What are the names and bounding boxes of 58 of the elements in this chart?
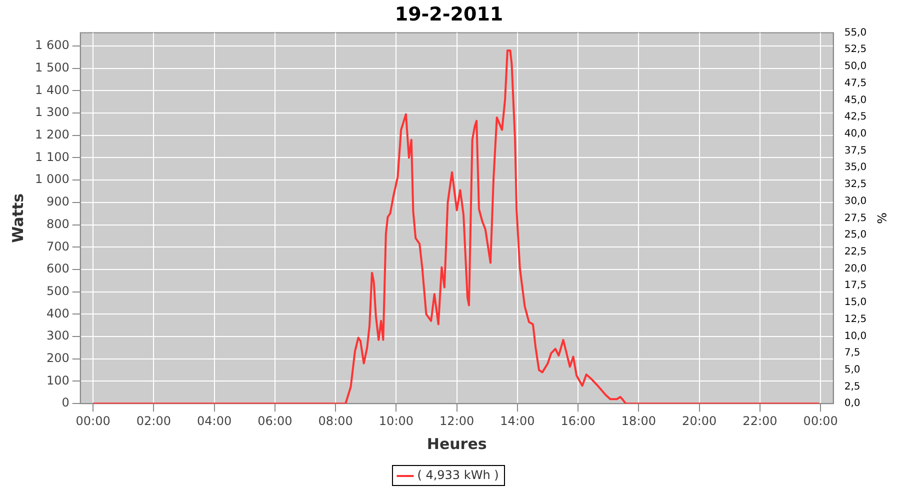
y2-tick-label: 5,0 <box>844 364 860 376</box>
chart-title: 19-2-2011 <box>394 3 504 26</box>
y-tick-label: 1 200 <box>34 128 70 142</box>
y2-tick-label: 40,0 <box>844 128 867 140</box>
y-tick-label: 800 <box>46 216 70 231</box>
y-axis-title: Watts <box>8 193 27 243</box>
y2-tick-label: 2,5 <box>844 381 860 392</box>
y2-tick-label: 7,5 <box>844 348 860 359</box>
y-tick-label: 200 <box>46 351 70 366</box>
y2-axis-title: % <box>874 212 889 224</box>
y-tick-label: 300 <box>46 328 70 343</box>
y2-tick-label: 35,0 <box>844 162 867 174</box>
y2-tick-label: 22,5 <box>844 246 867 258</box>
y2-tick-label: 20,0 <box>844 263 867 274</box>
y2-tick-label: 10,0 <box>844 330 867 342</box>
y-tick-label: 500 <box>46 284 70 298</box>
y-tick-label: 600 <box>46 262 70 276</box>
y2-tick-label: 45,0 <box>844 94 867 106</box>
y-tick-label: 1 000 <box>34 172 70 186</box>
y-tick-label: 900 <box>46 194 70 209</box>
y-tick-label: 400 <box>46 306 70 320</box>
x-tick-label: 04:00 <box>197 414 232 428</box>
y2-tick-label: 30,0 <box>844 196 867 207</box>
x-axis-title: Heures <box>426 434 487 453</box>
y2-tick-label: 42,5 <box>844 112 867 123</box>
x-tick-label: 20:00 <box>682 414 717 428</box>
x-tick-label: 00:00 <box>803 414 838 428</box>
y2-tick-label: 17,5 <box>844 280 867 292</box>
y2-tick-label: 25,0 <box>844 230 867 241</box>
y-tick-label: 0 <box>62 396 70 410</box>
y-tick-label: 1 500 <box>34 60 70 74</box>
y2-tick-label: 47,5 <box>844 78 867 89</box>
x-tick-label: 10:00 <box>378 414 414 428</box>
x-tick-label: 12:00 <box>440 414 474 428</box>
x-tick-label: 08:00 <box>318 414 353 428</box>
x-tick-label: 18:00 <box>621 414 656 428</box>
x-tick-label: 14:00 <box>500 414 535 428</box>
y-tick-label: 1 100 <box>34 150 70 164</box>
y2-tick-label: 27,5 <box>844 212 867 224</box>
y2-tick-label: 50,0 <box>844 61 867 72</box>
y-tick-label: 1 600 <box>34 38 70 52</box>
x-tick-label: 02:00 <box>136 414 172 428</box>
x-tick-label: 16:00 <box>560 414 596 428</box>
y-tick-label: 1 400 <box>34 82 70 97</box>
y2-tick-label: 32,5 <box>844 179 867 190</box>
y-tick-label: 100 <box>46 373 70 388</box>
x-tick-label: 00:00 <box>76 414 110 428</box>
y2-tick-label: 15,0 <box>844 297 867 308</box>
y-tick-label: 1 300 <box>34 105 70 120</box>
x-tick-label: 06:00 <box>258 414 292 428</box>
y2-tick-label: 52,5 <box>844 44 867 56</box>
x-tick-label: 22:00 <box>742 414 778 428</box>
y2-tick-label: 0,0 <box>844 398 860 410</box>
y2-tick-label: 37,5 <box>844 145 867 156</box>
y2-tick-label: 55,0 <box>844 27 867 38</box>
legend-label: ( 4,933 kWh ) <box>417 468 499 482</box>
y-tick-label: 700 <box>46 239 70 254</box>
y2-tick-label: 12,5 <box>844 314 867 325</box>
